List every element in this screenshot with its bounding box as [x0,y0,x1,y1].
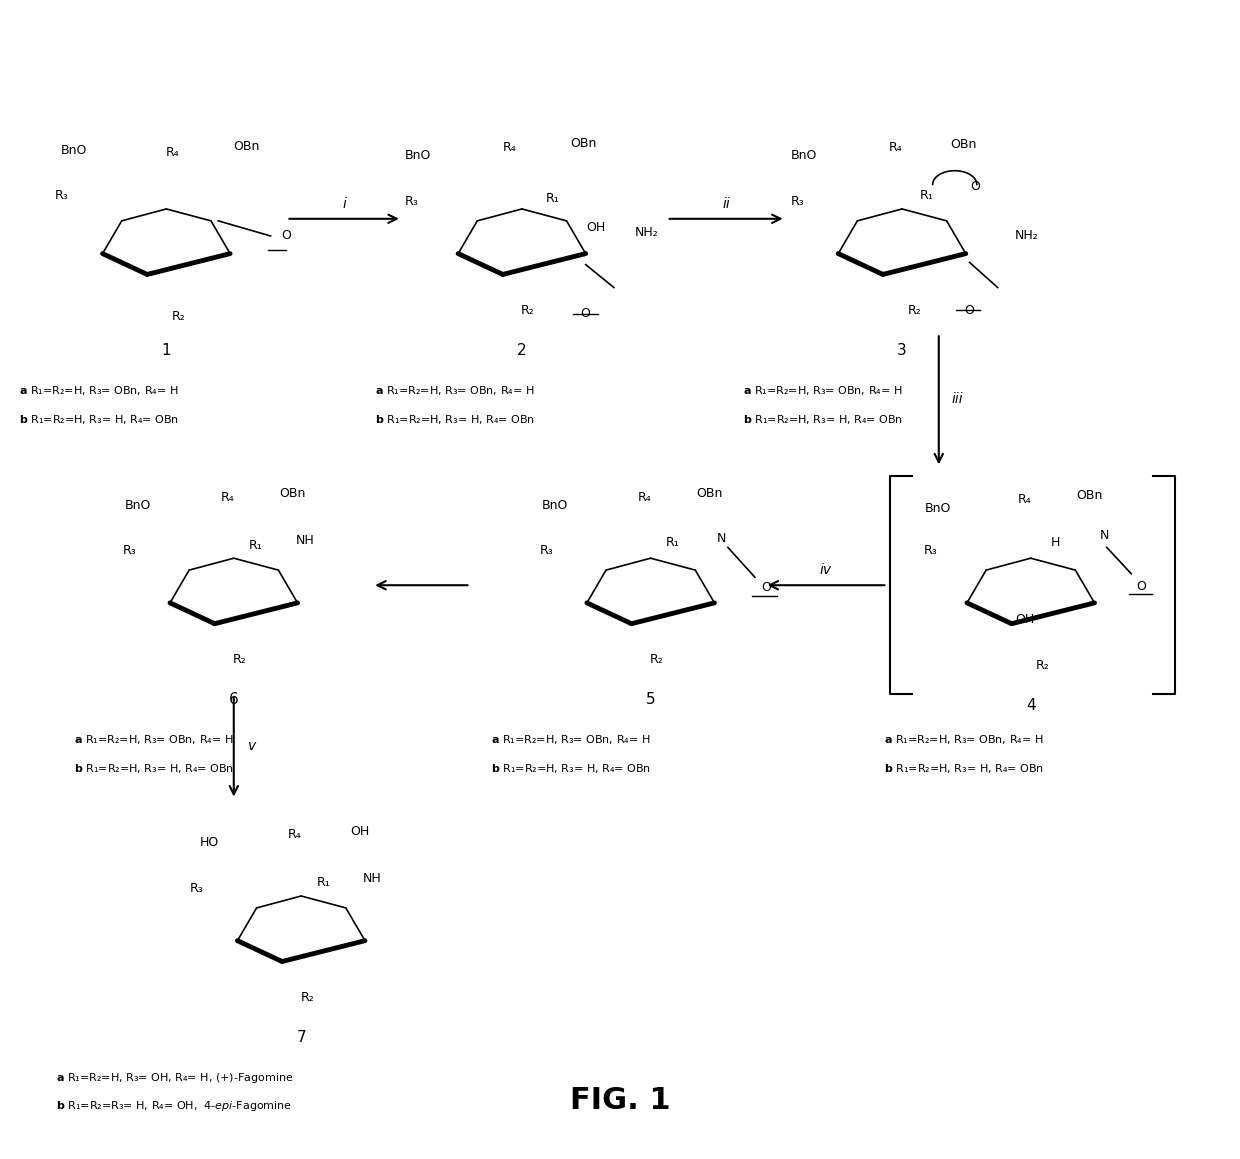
Text: N: N [717,532,727,545]
Text: $\bf{b}$ R₁=R₂=H, R₃= H, R₄= OBn: $\bf{b}$ R₁=R₂=H, R₃= H, R₄= OBn [374,413,534,425]
Text: BnO: BnO [404,150,430,162]
Text: R₂: R₂ [650,654,663,666]
Text: OBn: OBn [233,140,259,153]
Text: O: O [1136,580,1146,593]
Text: $\bf{a}$ R₁=R₂=H, R₃= OBn, R₄= H: $\bf{a}$ R₁=R₂=H, R₃= OBn, R₄= H [743,384,901,398]
Text: NH: NH [295,534,314,547]
Text: R₄: R₄ [166,146,180,159]
Text: $\bf{b}$ R₁=R₂=H, R₃= H, R₄= OBn: $\bf{b}$ R₁=R₂=H, R₃= H, R₄= OBn [884,761,1044,775]
Text: 2: 2 [517,343,527,358]
Text: 5: 5 [646,692,656,707]
Text: 1: 1 [161,343,171,358]
Text: R₃: R₃ [123,545,136,557]
Text: R₂: R₂ [1037,658,1050,672]
Text: R₃: R₃ [539,545,553,557]
Text: O: O [580,307,590,320]
Text: NH₂: NH₂ [1014,229,1039,242]
Text: NH: NH [363,872,382,884]
Text: OBn: OBn [950,138,976,151]
Text: 3: 3 [897,343,906,358]
Text: BnO: BnO [791,150,817,162]
Text: R₃: R₃ [190,882,203,895]
Text: $\bf{b}$ R₁=R₂=R₃= H, R₄= OH,  4-$\it{epi}$-Fagomine: $\bf{b}$ R₁=R₂=R₃= H, R₄= OH, 4-$\it{epi… [56,1099,293,1114]
Text: R₂: R₂ [908,304,921,316]
Text: O: O [281,229,291,242]
Text: BnO: BnO [542,498,568,511]
Text: 4: 4 [1025,698,1035,713]
Text: OBn: OBn [279,487,306,501]
Text: R₁: R₁ [316,876,330,889]
Text: BnO: BnO [61,144,88,156]
Text: $\bf{b}$ R₁=R₂=H, R₃= H, R₄= OBn: $\bf{b}$ R₁=R₂=H, R₃= H, R₄= OBn [74,761,234,775]
Text: $\bf{a}$ R₁=R₂=H, R₃= OBn, R₄= H: $\bf{a}$ R₁=R₂=H, R₃= OBn, R₄= H [74,734,234,746]
Text: O: O [761,581,771,595]
Text: HO: HO [200,837,219,850]
Text: R₄: R₄ [221,490,234,503]
Text: ii: ii [723,197,730,211]
Text: i: i [342,197,346,211]
Text: OBn: OBn [570,137,596,150]
Text: $\bf{b}$ R₁=R₂=H, R₃= H, R₄= OBn: $\bf{b}$ R₁=R₂=H, R₃= H, R₄= OBn [743,413,903,425]
Text: R₄: R₄ [288,829,303,841]
Text: $\bf{a}$ R₁=R₂=H, R₃= OH, R₄= H, (+)-Fagomine: $\bf{a}$ R₁=R₂=H, R₃= OH, R₄= H, (+)-Fag… [56,1071,294,1085]
Text: OBn: OBn [1076,489,1102,502]
Text: iv: iv [820,563,832,577]
Text: R₂: R₂ [171,309,186,322]
Text: R₄: R₄ [889,141,903,154]
Text: R₃: R₃ [404,195,418,209]
Text: R₂: R₂ [233,654,247,666]
Text: R₃: R₃ [924,545,937,557]
Text: R₃: R₃ [56,189,69,203]
Text: FIG. 1: FIG. 1 [569,1086,671,1115]
Text: iii: iii [951,392,963,406]
Text: BnO: BnO [125,498,151,511]
Text: R₃: R₃ [791,195,805,209]
Text: OH: OH [351,825,370,838]
Text: R₄: R₄ [1018,493,1032,505]
Text: $\bf{b}$ R₁=R₂=H, R₃= H, R₄= OBn: $\bf{b}$ R₁=R₂=H, R₃= H, R₄= OBn [491,761,651,775]
Text: R₄: R₄ [637,490,651,503]
Text: O: O [971,181,981,194]
Text: N: N [1100,530,1109,542]
Text: R₂: R₂ [521,304,534,316]
Text: OH: OH [585,221,605,234]
Text: R₁: R₁ [666,537,680,549]
Text: BnO: BnO [924,502,951,515]
Text: R₁: R₁ [546,191,559,205]
Text: NH₂: NH₂ [635,226,658,239]
Text: 6: 6 [229,692,238,707]
Text: R₁: R₁ [920,189,934,203]
Text: $\bf{a}$ R₁=R₂=H, R₃= OBn, R₄= H: $\bf{a}$ R₁=R₂=H, R₃= OBn, R₄= H [374,384,534,398]
Text: R₄: R₄ [502,141,517,154]
Text: R₂: R₂ [300,991,314,1004]
Text: $\bf{a}$ R₁=R₂=H, R₃= OBn, R₄= H: $\bf{a}$ R₁=R₂=H, R₃= OBn, R₄= H [19,384,179,398]
Text: OH: OH [1016,613,1034,626]
Text: O: O [965,304,975,316]
Text: $\bf{a}$ R₁=R₂=H, R₃= OBn, R₄= H: $\bf{a}$ R₁=R₂=H, R₃= OBn, R₄= H [491,734,651,746]
Text: $\bf{b}$ R₁=R₂=H, R₃= H, R₄= OBn: $\bf{b}$ R₁=R₂=H, R₃= H, R₄= OBn [19,413,180,425]
Text: H: H [1050,537,1060,549]
Text: R₁: R₁ [249,539,263,552]
Text: 7: 7 [296,1030,306,1045]
Text: OBn: OBn [697,487,723,501]
Text: v: v [248,738,257,752]
Text: $\bf{a}$ R₁=R₂=H, R₃= OBn, R₄= H: $\bf{a}$ R₁=R₂=H, R₃= OBn, R₄= H [884,734,1043,746]
